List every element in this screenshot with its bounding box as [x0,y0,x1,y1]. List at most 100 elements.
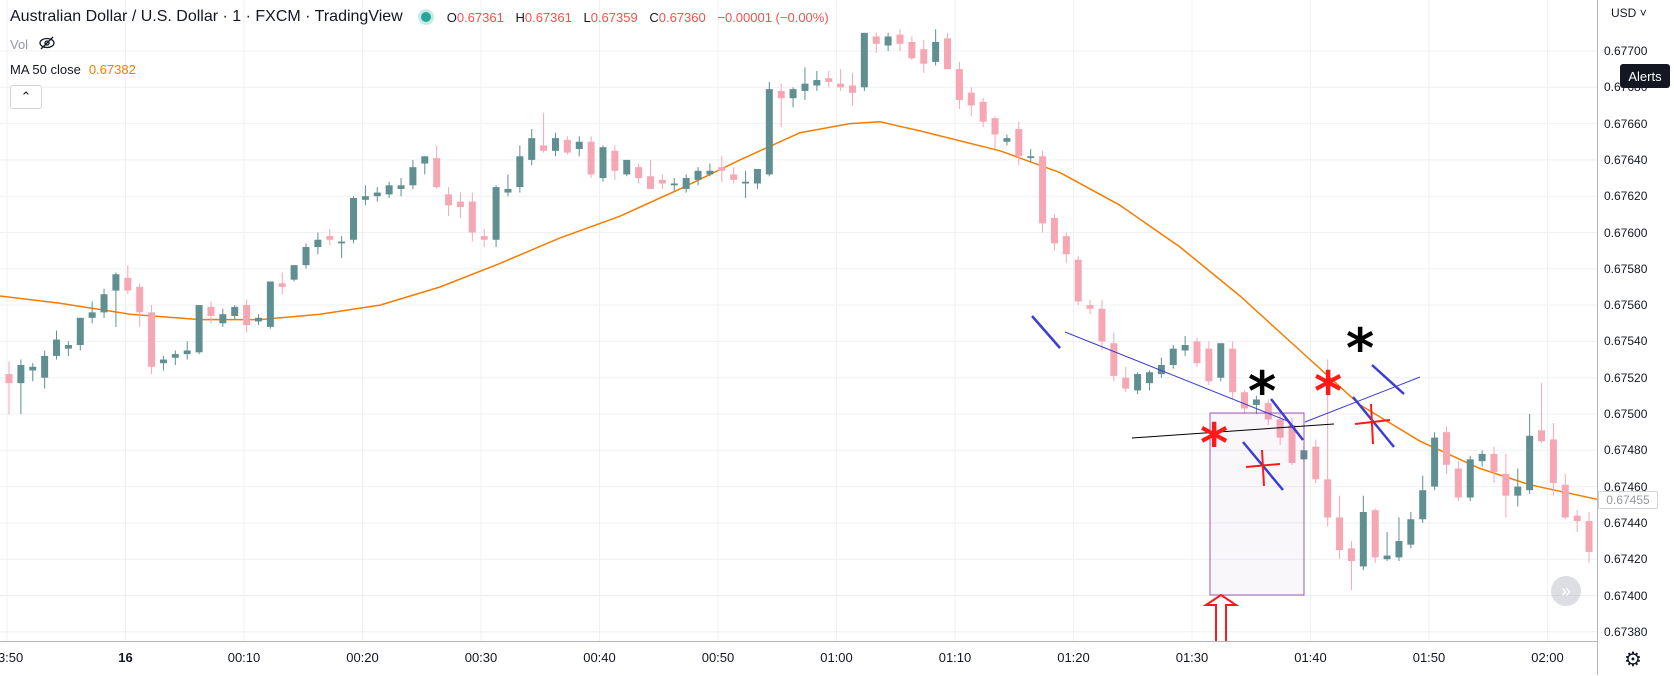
ohlc-values: O0.67361 H0.67361 L0.67359 C0.67360 −0.0… [447,10,837,25]
candle-up [421,156,429,164]
candle-up [1466,459,1474,498]
market-status-dot [420,12,431,22]
candle-up [290,265,298,280]
currency-selector[interactable]: USD ˅ [1611,6,1647,20]
candle-up [254,317,262,322]
candle-up [516,156,524,188]
candle-down [1347,548,1355,562]
candle-up [813,80,821,86]
price-tick-label: 0.67540 [1604,334,1648,349]
price-tick-label: 0.67480 [1604,443,1648,458]
drawing-blue-seg-3 [1270,398,1304,441]
candle-down [1573,515,1581,522]
candle-down [1538,430,1546,442]
candle-down [480,236,488,240]
trend-line-blue-right [1304,376,1421,423]
red-cross-1 [1245,449,1281,487]
time-tick-label: 01:50 [1412,650,1446,665]
candle-up [1359,512,1367,567]
time-axis[interactable] [0,641,1597,676]
candle-up [1134,374,1142,391]
candle-up [1407,519,1415,545]
candle-up [551,138,559,151]
ma-legend[interactable]: MA 50 close 0.67382 [10,62,136,77]
candle-down [445,194,453,206]
candle-up [29,366,37,371]
candle-up [88,312,96,318]
high-value: 0.67361 [524,9,572,25]
double-chevron-right-icon: » [1560,580,1571,601]
candle-up [575,141,583,150]
asterisk-red-1: * [1200,412,1228,475]
price-chart[interactable]: * * * * [0,0,1597,641]
candle-down [1205,348,1213,382]
time-tick-label: 01:30 [1175,650,1209,665]
close-value: 0.67360 [658,9,706,25]
candle-down [243,305,251,326]
trend-line-black [1131,423,1335,439]
time-tick-label: 00:50 [701,650,735,665]
candle-down [207,306,215,316]
price-tick-label: 0.67440 [1604,515,1648,530]
candle-up [100,294,108,313]
candle-up [1217,343,1225,378]
candle-up [1383,555,1391,560]
alerts-button[interactable]: Alerts [1620,64,1670,88]
candle-up [302,247,310,266]
candle-down [1585,521,1593,552]
volume-label: Vol [10,37,29,52]
price-tick-label: 0.67700 [1604,44,1648,58]
arrow-up-outline [1202,593,1240,641]
eye-off-icon[interactable] [38,36,56,53]
candle-up [64,345,72,349]
time-tick-label: 00:10 [227,650,261,665]
candle-up [397,185,405,189]
candle-up [1419,490,1427,520]
candle-up [1003,138,1011,142]
candle-up [860,32,868,88]
collapse-legend-button[interactable]: ⌃ [10,85,42,109]
trend-line-blue-long [1064,331,1291,423]
highlight-box [1209,412,1305,596]
volume-legend[interactable]: Vol [10,36,56,53]
candle-up [53,339,61,356]
candle-down [647,176,655,189]
asterisk-black-1: * [1248,360,1276,423]
chart-grid [0,0,1597,641]
time-tick-label: 00:40 [583,650,616,665]
currency-label: USD [1611,6,1637,20]
user-drawings [1031,315,1421,641]
candle-down [1490,453,1498,473]
scroll-to-realtime-button[interactable]: » [1551,576,1581,606]
candle-down [979,101,987,122]
candle-down [1454,468,1462,498]
candle-down [777,90,785,99]
candle-up [1514,486,1522,496]
candle-down [1371,510,1379,558]
price-tick-label: 0.67520 [1604,370,1648,385]
candle-up [338,241,346,244]
candle-up [183,350,191,355]
candle-down [1086,305,1094,309]
price-tick-label: 0.67380 [1604,624,1648,639]
drawing-blue-seg-1 [1031,315,1061,349]
candle-up [599,147,607,179]
candle-up [385,185,393,195]
last-price-label: 0.67455 [1598,491,1658,509]
candle-up [159,359,167,364]
chevron-down-icon: ˅ [1639,6,1647,20]
gear-icon[interactable]: ⚙ [1624,649,1642,671]
candle-up [1478,453,1486,462]
candle-up [171,354,179,358]
price-tick-label: 0.67400 [1604,588,1648,603]
candle-up [1181,345,1189,351]
price-axis[interactable] [1597,0,1674,675]
ma-value: 0.67382 [88,62,136,77]
candle-down [1502,473,1510,496]
candle-up [76,317,84,346]
ma-50-line [0,121,1597,501]
chevron-up-icon: ⌃ [20,89,32,104]
candle-down [896,34,904,44]
candle-up [1252,399,1260,405]
candle-down [5,374,13,384]
